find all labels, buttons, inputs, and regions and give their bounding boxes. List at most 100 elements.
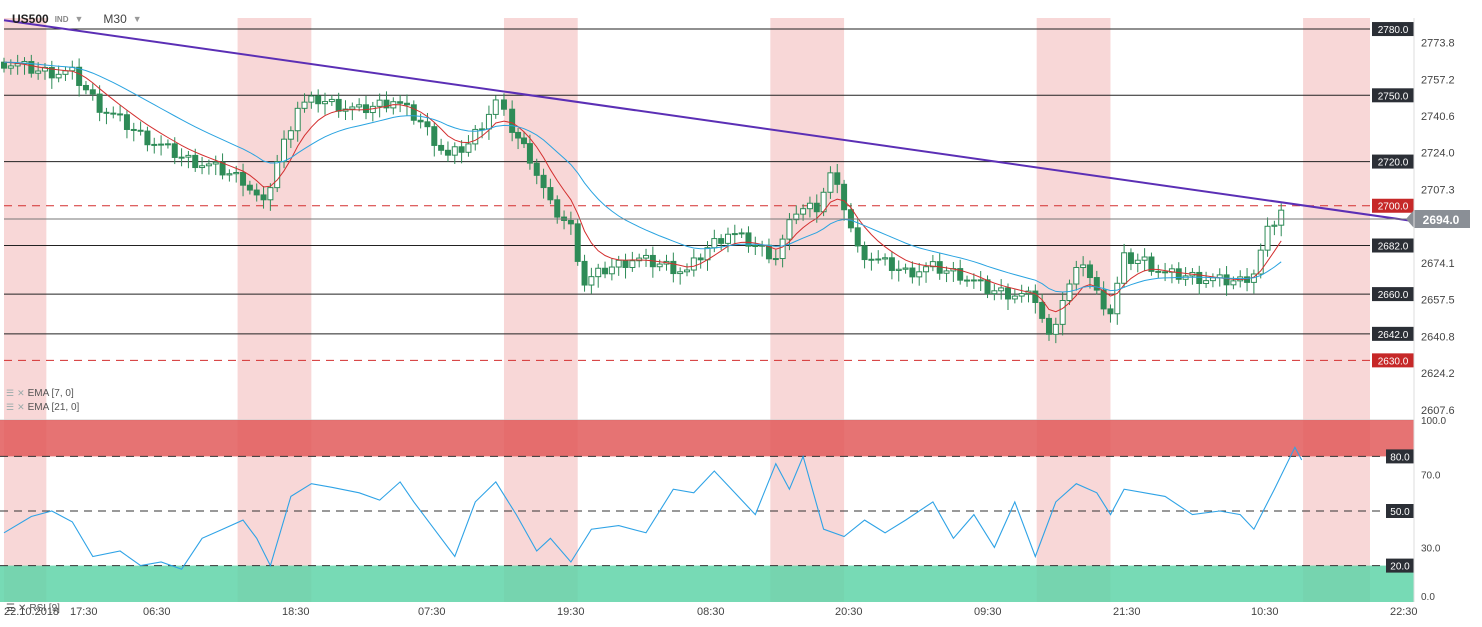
- timeframe-dropdown-icon[interactable]: ▼: [132, 14, 142, 24]
- candle-body: [287, 130, 294, 140]
- candle-body: [144, 130, 151, 146]
- candle-body: [1141, 256, 1148, 261]
- price-levels: 2780.0 2750.0 2720.0 2700.0 2682.0 2660.0 2642…: [0, 22, 1414, 421]
- candle-body: [199, 165, 206, 169]
- rsi-panel: 80.0 50.0 20.0 100.0 70.0 30.0 0.0: [0, 416, 1446, 603]
- candle-body: [834, 172, 841, 185]
- candle-body: [800, 208, 807, 215]
- candle-body: [923, 266, 930, 273]
- candle-body: [752, 245, 759, 248]
- candle-body: [984, 279, 991, 295]
- candle-body: [35, 70, 42, 74]
- candle-body: [841, 183, 848, 211]
- candle-body: [151, 143, 158, 146]
- candle-body: [212, 161, 219, 165]
- time-tick-label: 19:30: [557, 606, 585, 618]
- candle-body: [403, 102, 410, 106]
- candle-body: [690, 257, 697, 271]
- candle-body: [772, 258, 779, 261]
- candle-body: [515, 131, 522, 139]
- trendline: [3, 19, 1415, 223]
- settings-icon[interactable]: ☰: [6, 402, 15, 412]
- ema-slow-legend[interactable]: ☰ ✕ EMA [21, 0]: [6, 402, 79, 413]
- candle-body: [1155, 270, 1162, 273]
- candle-body: [1121, 252, 1128, 284]
- candle-body: [1162, 271, 1169, 274]
- price-tick-label: 2640.8: [1421, 332, 1455, 344]
- candle-body: [1168, 268, 1175, 273]
- ema-fast-legend[interactable]: ☰ ✕ EMA [7, 0]: [6, 388, 74, 399]
- session-band: [503, 18, 578, 602]
- candle-body: [615, 259, 622, 268]
- candle-body: [1018, 293, 1025, 297]
- candle-body: [745, 232, 752, 247]
- candle-body: [711, 238, 718, 249]
- candle-body: [895, 268, 902, 271]
- candle-body: [677, 271, 684, 275]
- price-level-value: 2660.0: [1378, 290, 1409, 301]
- candle-body: [656, 263, 663, 268]
- candle-body: [738, 232, 745, 235]
- candle-body: [1264, 225, 1271, 251]
- rsi-tick-label: 100.0: [1421, 416, 1446, 427]
- rsi-tick-label: 30.0: [1421, 543, 1441, 554]
- candle-body: [670, 260, 677, 275]
- price-tick-label: 2624.2: [1421, 368, 1455, 380]
- candle-body: [1080, 264, 1087, 269]
- candle-body: [991, 290, 998, 295]
- candle-body: [500, 99, 507, 110]
- price-level-value: 2700.0: [1378, 202, 1409, 213]
- candle-body: [431, 126, 438, 146]
- session-band: [237, 18, 312, 602]
- close-icon[interactable]: ✕: [17, 402, 25, 412]
- time-tick-label: 10:30: [1251, 606, 1279, 618]
- session-band: [1303, 18, 1370, 602]
- candle-body: [260, 194, 267, 201]
- close-icon[interactable]: ✕: [17, 388, 25, 398]
- ema-fast-line: [3, 61, 1282, 313]
- candle-body: [970, 279, 977, 282]
- candle-body: [308, 95, 315, 103]
- candle-body: [281, 138, 288, 163]
- symbol-label[interactable]: US500: [12, 12, 49, 26]
- time-tick-label: 22.10.2018: [4, 606, 59, 618]
- candle-body: [724, 233, 731, 244]
- candle-body: [1039, 301, 1046, 319]
- candle-body: [868, 258, 875, 261]
- price-level-tag: [1372, 238, 1414, 253]
- candle-body: [1, 61, 7, 69]
- candle-body: [909, 267, 916, 278]
- settings-icon[interactable]: ☰: [6, 388, 15, 398]
- time-tick-label: 06:30: [143, 606, 171, 618]
- candle-body: [1127, 252, 1134, 264]
- session-band: [1036, 18, 1111, 602]
- candle-body: [383, 99, 390, 109]
- symbol-dropdown-icon[interactable]: ▼: [74, 14, 84, 24]
- price-level-value: 2720.0: [1378, 158, 1409, 169]
- candle-body: [964, 279, 971, 282]
- instrument-class: IND: [54, 14, 69, 24]
- timeframe-label[interactable]: M30: [103, 12, 127, 26]
- rsi-legend[interactable]: ☰ ✕ RSI [9]: [6, 603, 60, 614]
- rsi-level-tag: [1386, 449, 1414, 464]
- close-icon[interactable]: ✕: [17, 603, 27, 614]
- session-band: [770, 18, 845, 602]
- price-level-value: 2750.0: [1378, 91, 1409, 102]
- current-price-value: 2694.0: [1423, 213, 1460, 227]
- candle-body: [55, 73, 62, 79]
- candle-body: [322, 101, 329, 105]
- candle-body: [540, 174, 547, 189]
- candle-body: [554, 199, 561, 218]
- candle-body: [465, 143, 472, 153]
- candle-body: [1114, 282, 1121, 315]
- candle-body: [574, 223, 581, 262]
- candle-body: [123, 114, 130, 130]
- candle-body: [1203, 280, 1210, 284]
- candle-body: [233, 172, 240, 175]
- settings-icon[interactable]: ☰: [6, 603, 15, 614]
- candle-body: [253, 189, 260, 196]
- candle-body: [1073, 267, 1080, 285]
- candle-body: [786, 219, 793, 240]
- candle-body: [110, 112, 117, 115]
